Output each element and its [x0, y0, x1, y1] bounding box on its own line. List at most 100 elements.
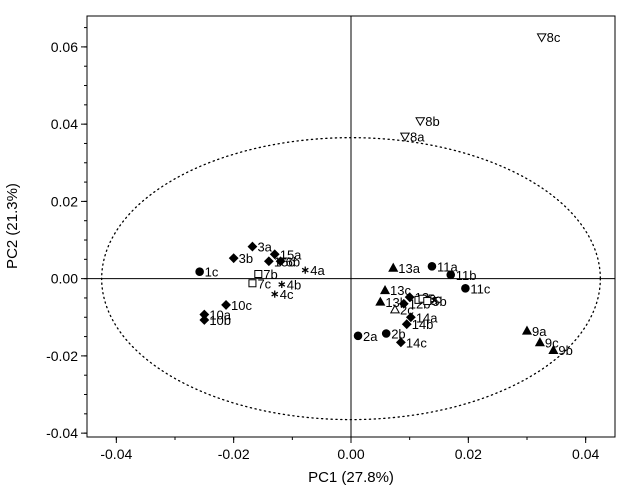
data-point: 1c — [195, 265, 219, 280]
y-tick-label: 0.02 — [51, 193, 78, 209]
point-label: 10a — [209, 308, 231, 323]
x-tick-label: 0.02 — [455, 446, 482, 462]
y-axis-label: PC2 (21.3%) — [4, 183, 21, 269]
marker-triangle — [534, 337, 545, 347]
marker-triangle — [379, 284, 391, 295]
data-point: 14c — [395, 335, 427, 350]
data-point: 11c — [461, 281, 491, 296]
marker-asterisk — [278, 280, 286, 289]
marker-triangle-down-open — [415, 117, 426, 127]
x-tick-label: 0.04 — [572, 446, 599, 462]
reference-lines — [87, 16, 615, 437]
data-point: 7c — [248, 276, 272, 291]
data-point: 14a — [405, 310, 438, 325]
data-point: 8b — [415, 114, 440, 129]
data-point: 2b — [381, 326, 406, 341]
data-point: 13a — [388, 261, 421, 276]
data-points: 1c10a10b10c3b3a15a15c6b7b7c4a4b4c13a13c1… — [195, 30, 573, 358]
data-point: 3b — [228, 251, 253, 266]
marker-diamond — [221, 299, 231, 310]
data-point: 6b — [275, 254, 300, 269]
marker-diamond — [405, 312, 416, 323]
marker-square-open — [423, 297, 432, 306]
point-label: 9c — [545, 335, 559, 350]
y-tick-label: -0.02 — [46, 348, 78, 364]
point-label: 8a — [410, 130, 425, 145]
marker-circle — [195, 267, 204, 276]
data-point: 9a — [521, 324, 547, 339]
data-point: 8a — [399, 130, 425, 145]
data-point: 14b — [401, 317, 434, 332]
marker-triangle — [521, 325, 533, 335]
asterisk-stroke — [271, 291, 279, 297]
x-tick-label: -0.04 — [100, 446, 132, 462]
marker-diamond — [199, 315, 210, 325]
marker-triangle — [388, 262, 399, 272]
marker-circle — [446, 270, 456, 280]
marker-diamond — [401, 319, 412, 330]
data-point: 15a — [269, 247, 302, 262]
y-tick-label: 0.06 — [51, 39, 78, 55]
data-point: 4b — [278, 277, 301, 292]
marker-triangle — [375, 296, 386, 306]
y-tick-label: 0.04 — [51, 116, 78, 132]
asterisk-stroke — [301, 267, 309, 273]
marker-diamond — [275, 256, 286, 267]
marker-triangle-down-open — [536, 33, 547, 43]
marker-circle — [381, 329, 391, 338]
data-point: 4c — [271, 287, 294, 302]
y-tick-label: 0.00 — [51, 271, 78, 287]
marker-asterisk — [301, 266, 309, 274]
y-tick-label: -0.04 — [46, 425, 78, 441]
point-label: 2b — [391, 326, 405, 341]
point-label: 8c — [547, 30, 561, 45]
point-label: 14c — [406, 335, 427, 350]
point-label: 2a — [363, 329, 378, 344]
axis-ticks: -0.04 -0.02 0.00 0.02 0.04 -0.04 -0.02 0.00 0.02… — [46, 27, 600, 462]
point-label: 8b — [425, 114, 439, 129]
data-point: 3a — [247, 240, 273, 255]
marker-circle — [427, 261, 437, 271]
x-axis-label: PC1 (27.8%) — [308, 469, 394, 486]
point-label: 7b — [263, 267, 277, 282]
data-point: 2a — [353, 329, 378, 344]
data-point: 4a — [301, 263, 325, 278]
point-label: 13a — [398, 261, 420, 276]
point-label: 4a — [310, 263, 325, 278]
marker-diamond — [269, 249, 280, 260]
point-label: 11c — [470, 281, 490, 296]
data-point: 10a — [199, 308, 232, 323]
marker-diamond — [228, 253, 239, 264]
asterisk-stroke — [278, 282, 286, 287]
point-label: 5b — [432, 294, 446, 309]
marker-diamond — [404, 292, 415, 303]
marker-square-open — [248, 279, 257, 288]
marker-diamond — [395, 337, 406, 348]
data-point: 10b — [199, 313, 231, 328]
data-point: 11b — [446, 268, 476, 283]
point-label: 10b — [209, 313, 231, 328]
point-label: 3b — [239, 251, 253, 266]
marker-triangle — [548, 344, 559, 354]
marker-square-open — [254, 270, 263, 279]
x-tick-label: -0.02 — [218, 446, 250, 462]
marker-triangle-open — [389, 304, 401, 314]
marker-circle — [353, 331, 363, 341]
data-point: 5b — [423, 294, 447, 309]
point-label: 9a — [532, 324, 547, 339]
point-label: 11a — [437, 259, 458, 274]
point-label: 9b — [558, 343, 572, 358]
point-label: 4b — [287, 277, 301, 292]
point-label: 13c — [390, 283, 411, 298]
data-point: 9c — [534, 335, 559, 350]
point-label: 14b — [412, 317, 434, 332]
marker-diamond — [247, 241, 258, 252]
x-tick-label: 0.00 — [337, 446, 364, 462]
marker-diamond — [398, 298, 409, 309]
data-point: 9b — [548, 343, 573, 358]
marker-diamond — [263, 256, 274, 267]
data-point: 11a — [427, 259, 458, 274]
data-point: 8c — [536, 30, 561, 45]
point-label: 7c — [257, 276, 271, 291]
